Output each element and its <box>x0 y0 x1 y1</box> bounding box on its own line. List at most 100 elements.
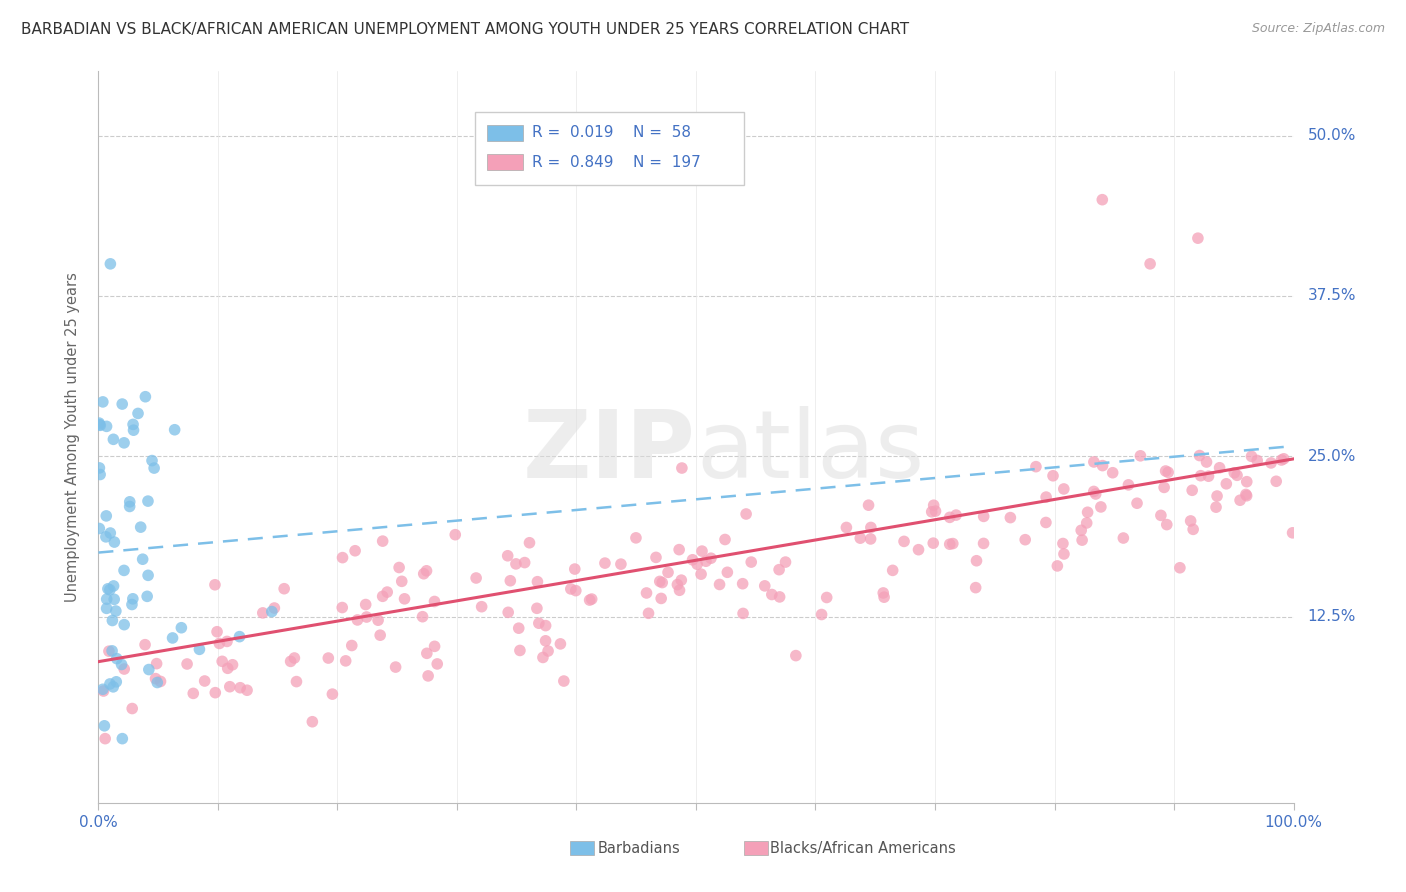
Point <box>581 592 603 607</box>
Point <box>1180 514 1202 528</box>
Text: R =  0.019    N =  58: R = 0.019 N = 58 <box>533 125 692 140</box>
Point <box>388 560 411 574</box>
Point <box>423 640 446 654</box>
Point <box>651 575 673 590</box>
Point <box>671 461 693 475</box>
Point <box>735 507 758 521</box>
Point <box>91 682 114 697</box>
Point <box>103 579 125 593</box>
Point <box>101 614 124 628</box>
Point <box>1025 459 1047 474</box>
Point <box>162 631 184 645</box>
Point <box>1083 484 1105 499</box>
Point <box>1157 465 1180 479</box>
Point <box>170 621 193 635</box>
Point <box>112 563 135 577</box>
Point <box>138 663 160 677</box>
Point <box>921 505 943 519</box>
Point <box>415 564 437 578</box>
Point <box>508 621 530 635</box>
Point <box>645 550 668 565</box>
Point <box>1000 510 1022 524</box>
Point <box>1168 560 1191 574</box>
Point <box>519 535 541 549</box>
Point <box>893 534 915 549</box>
Point <box>965 581 987 595</box>
Point <box>924 504 946 518</box>
Point <box>1260 456 1282 470</box>
Text: ZIP: ZIP <box>523 406 696 498</box>
Text: 50.0%: 50.0% <box>1308 128 1355 143</box>
Text: atlas: atlas <box>696 406 924 498</box>
Point <box>136 568 159 582</box>
Point <box>695 554 717 568</box>
Point <box>96 601 118 615</box>
Point <box>344 543 367 558</box>
Bar <box>486 154 523 170</box>
Point <box>1112 531 1135 545</box>
Text: R =  0.849    N =  197: R = 0.849 N = 197 <box>533 154 702 169</box>
Point <box>700 551 723 566</box>
Text: Blacks/African Americans: Blacks/African Americans <box>770 840 956 855</box>
Point <box>236 683 259 698</box>
Point <box>1118 478 1140 492</box>
Point <box>112 435 135 450</box>
Point <box>810 607 832 622</box>
Point <box>922 498 945 512</box>
Point <box>97 582 120 596</box>
Point <box>1205 500 1227 515</box>
Point <box>1198 469 1220 483</box>
Point <box>471 599 494 614</box>
Point <box>104 604 127 618</box>
Point <box>346 613 368 627</box>
Point <box>93 684 115 698</box>
Point <box>671 573 693 587</box>
Point <box>217 661 239 675</box>
Point <box>283 651 305 665</box>
Point <box>531 650 554 665</box>
Point <box>384 660 406 674</box>
Point <box>1181 483 1204 498</box>
Point <box>1076 516 1098 530</box>
Point <box>301 714 323 729</box>
Point <box>211 654 233 668</box>
Point <box>668 542 690 557</box>
Point <box>91 395 114 409</box>
Point <box>505 557 527 571</box>
Point <box>181 686 204 700</box>
Bar <box>571 841 595 855</box>
Point <box>564 562 586 576</box>
Point <box>1052 536 1074 550</box>
Point <box>1070 524 1092 538</box>
Point <box>1046 558 1069 573</box>
Point <box>754 579 776 593</box>
Point <box>1071 533 1094 548</box>
Point <box>111 731 134 746</box>
Text: Source: ZipAtlas.com: Source: ZipAtlas.com <box>1251 22 1385 36</box>
Point <box>1101 466 1123 480</box>
Point <box>146 675 169 690</box>
Point <box>636 586 658 600</box>
Point <box>1182 522 1205 536</box>
Point <box>94 731 117 746</box>
Point <box>391 574 413 589</box>
Point <box>143 461 166 475</box>
Point <box>285 674 308 689</box>
Point <box>1035 490 1057 504</box>
Point <box>145 672 167 686</box>
Point <box>1229 493 1251 508</box>
Point <box>103 592 125 607</box>
Bar <box>486 125 523 141</box>
Point <box>134 390 156 404</box>
Point <box>260 605 283 619</box>
Point <box>835 520 858 534</box>
Point <box>1270 453 1292 467</box>
Point <box>105 651 128 665</box>
Point <box>1223 466 1246 480</box>
Point <box>141 453 163 467</box>
Point <box>526 574 548 589</box>
Point <box>94 530 117 544</box>
Point <box>103 433 125 447</box>
Point <box>426 657 449 671</box>
Point <box>768 590 790 604</box>
